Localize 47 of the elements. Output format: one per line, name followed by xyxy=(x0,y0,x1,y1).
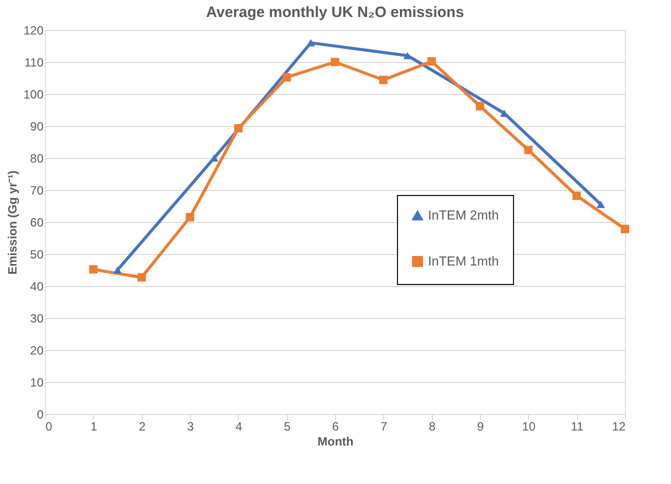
x-tick-label: 9 xyxy=(477,420,484,434)
x-tick-label: 0 xyxy=(46,420,52,434)
x-tick-label: 10 xyxy=(522,420,536,434)
point xyxy=(476,102,484,110)
x-tick-label: 7 xyxy=(380,420,388,434)
y-axis-title: Emission (Gg yr⁻¹) xyxy=(5,170,20,275)
point xyxy=(234,124,243,132)
x-tick-label: 5 xyxy=(284,420,291,434)
x-axis-title: Month xyxy=(318,434,354,448)
y-tick-label: 40 xyxy=(30,280,44,294)
point xyxy=(330,58,340,66)
y-tick-label: 30 xyxy=(30,312,44,326)
point xyxy=(113,266,122,274)
point xyxy=(282,73,291,82)
x-tick-label: 1 xyxy=(90,420,98,434)
point xyxy=(572,192,581,200)
x-tick-label: 3 xyxy=(187,420,194,434)
y-tick-label: 100 xyxy=(23,88,44,102)
x-tick-label: 4 xyxy=(235,420,242,434)
chart-title: Average monthly UK N₂O emissions xyxy=(206,4,464,21)
point xyxy=(137,273,146,282)
point xyxy=(89,265,98,274)
y-tick-label: 80 xyxy=(30,152,44,166)
point xyxy=(524,146,533,154)
point xyxy=(427,57,436,66)
point xyxy=(620,224,630,234)
x-tick-label: 8 xyxy=(428,420,436,434)
point xyxy=(596,200,606,208)
x-tick-label: 6 xyxy=(332,420,340,434)
point xyxy=(379,76,388,84)
x-tick-label: 12 xyxy=(612,420,626,434)
y-tick-label: 120 xyxy=(23,24,44,38)
y-tick-label: 20 xyxy=(30,344,44,358)
point xyxy=(306,39,316,46)
x-tick-label: 2 xyxy=(138,420,146,434)
y-tick-label: 10 xyxy=(30,376,44,390)
x-tick-label: 11 xyxy=(570,420,584,434)
legend-label: InTEM 1mth xyxy=(428,254,499,268)
y-tick-label: 70 xyxy=(30,184,44,198)
y-tick-label: 60 xyxy=(30,216,44,230)
point xyxy=(403,52,412,60)
legend-label: InTEM 2mth xyxy=(428,208,499,222)
y-tick-label: 90 xyxy=(30,120,44,134)
y-tick-label: 0 xyxy=(36,408,44,422)
y-tick-label: 50 xyxy=(30,248,44,262)
point xyxy=(186,213,194,222)
y-tick-label: 110 xyxy=(24,56,44,70)
